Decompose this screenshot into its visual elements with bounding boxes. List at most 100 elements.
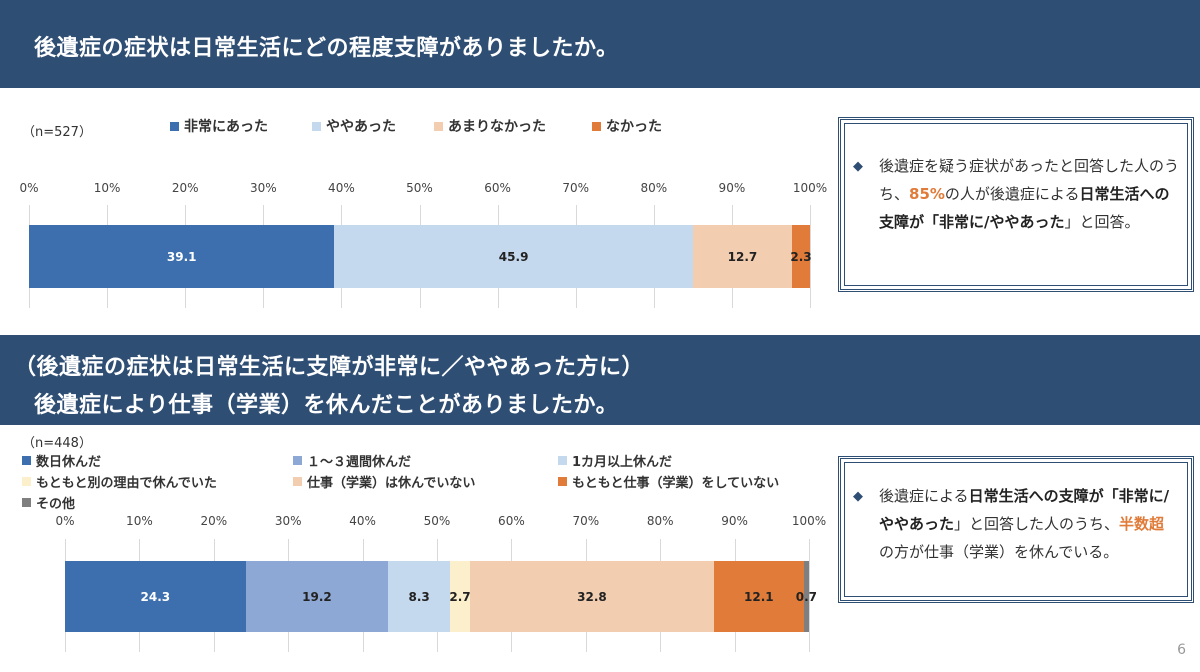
- section1-title: 後遺症の症状は日常生活にどの程度支障がありましたか。: [34, 36, 619, 61]
- x-tick-label: 40%: [349, 514, 376, 528]
- legend-item: 1カ月以上休んだ: [558, 451, 672, 470]
- legend-swatch: [312, 121, 321, 131]
- x-tick-label: 20%: [171, 181, 199, 195]
- bar-data-label: 19.2: [302, 589, 332, 604]
- legend-swatch: [22, 456, 31, 465]
- x-tick-label: 100%: [792, 181, 828, 195]
- section2-note-part2: 」と回答した人のうち、: [954, 515, 1120, 533]
- section1-banner: 後遺症の症状は日常生活にどの程度支障がありましたか。: [0, 0, 1200, 88]
- legend-swatch: [22, 477, 31, 486]
- legend-item: もともと別の理由で休んでいた: [22, 472, 217, 491]
- section2-note-part3: の方が仕事（学業）を休んでいる。: [879, 543, 1119, 561]
- bar-segment: [792, 225, 810, 288]
- legend-swatch: [434, 121, 443, 131]
- bar-segment: [65, 561, 246, 632]
- section2-note-bold: 日常生活への支障が「非常に/ややあった: [879, 487, 1170, 533]
- x-tick-label: 20%: [200, 514, 228, 528]
- legend-label: なかった: [606, 119, 662, 135]
- x-gridline: [810, 205, 811, 308]
- legend-label: もともと仕事（学業）をしていない: [572, 476, 780, 491]
- x-tick-label: 50%: [406, 181, 433, 195]
- section1-note-box-inner: [844, 123, 1188, 286]
- section1-note-part1: 後遺症を疑う症状があったと回答した人のうち、: [879, 157, 1180, 203]
- legend-label: 仕事（学業）は休んでいない: [307, 476, 476, 491]
- legend-item: 数日休んだ: [22, 451, 101, 470]
- legend-item: ややあった: [312, 116, 396, 136]
- x-tick-label: 80%: [646, 514, 674, 528]
- section2-stacked-bar: 24.3 19.2 8.3 2.7 32.8 12.1 0.7: [65, 561, 817, 632]
- x-tick-label: 0%: [55, 514, 75, 528]
- x-tick-label: 100%: [791, 514, 827, 528]
- legend-label: ややあった: [326, 119, 396, 135]
- bar-segment: [450, 561, 471, 632]
- legend-item: なかった: [592, 116, 662, 136]
- bar-segment: [803, 561, 809, 632]
- x-tick-label: 10%: [93, 181, 121, 195]
- x-tick-label: 30%: [274, 514, 302, 528]
- section1-note-text: 後遺症を疑う症状があったと回答した人のうち、85%の人が後遺症による日常生活への…: [879, 152, 1179, 236]
- bar-data-label: 39.1: [166, 249, 197, 264]
- section2-title-line2: 後遺症により仕事（学業）を休んだことがありましたか。: [34, 393, 619, 418]
- bar-segment: [692, 225, 793, 288]
- x-tick-label: 10%: [126, 514, 153, 528]
- diamond-bullet-icon: ◆: [853, 159, 863, 174]
- legend-item: その他: [22, 493, 75, 512]
- section1-note-highlight: 85%: [909, 185, 945, 203]
- legend-swatch: [22, 498, 31, 507]
- section1-stacked-bar: 39.1 45.9 12.7 2.3: [29, 225, 812, 288]
- bar-data-label: 8.3: [408, 589, 430, 604]
- bar-data-label: 12.1: [744, 589, 774, 604]
- legend-label: 数日休んだ: [36, 455, 102, 470]
- bar-data-label: 32.8: [577, 589, 607, 604]
- legend-label: 1カ月以上休んだ: [572, 455, 673, 470]
- section2-title-line1: （後遺症の症状は日常生活に支障が非常に／ややあった方に）: [14, 355, 645, 380]
- section1-note-bold: 日常生活への支障が「非常に/ややあった: [879, 185, 1170, 231]
- legend-swatch: [293, 456, 302, 465]
- section1-note-part2: の人が後遺症による: [944, 185, 1080, 203]
- x-tick-label: 70%: [572, 514, 600, 528]
- x-tick-label: 30%: [249, 181, 277, 195]
- bar-segment: [29, 225, 335, 288]
- legend-item: あまりなかった: [434, 116, 546, 136]
- legend-item: もともと仕事（学業）をしていない: [558, 472, 779, 491]
- bar-data-label: 0.7: [795, 589, 818, 604]
- legend-swatch: [558, 477, 567, 486]
- legend-label: あまりなかった: [448, 119, 546, 135]
- x-tick-label: 80%: [640, 181, 668, 195]
- legend-item: 非常にあった: [170, 116, 268, 136]
- legend-swatch: [558, 456, 567, 465]
- section2-n-label: （n=448）: [22, 436, 92, 451]
- legend-label: 非常にあった: [184, 119, 268, 135]
- x-tick-label: 60%: [498, 514, 525, 528]
- x-tick-label: 50%: [423, 514, 451, 528]
- legend-item: １～３週間休んだ: [293, 451, 411, 470]
- section2-note-box: ◆ 後遺症による日常生活への支障が「非常に/ややあった」と回答した人のうち、半数…: [838, 456, 1194, 603]
- bar-data-label: 12.7: [727, 249, 758, 264]
- x-tick-label: 90%: [721, 514, 748, 528]
- x-tick-label: 70%: [562, 181, 590, 195]
- bar-segment: [470, 561, 714, 632]
- x-tick-label: 40%: [328, 181, 355, 195]
- x-tick-label: 60%: [484, 181, 511, 195]
- section2-note-box-inner: [844, 462, 1188, 597]
- bar-segment: [334, 225, 693, 288]
- section1-n-label: （n=527）: [22, 125, 92, 140]
- legend-label: その他: [36, 497, 76, 512]
- bar-data-label: 45.9: [498, 249, 529, 264]
- legend-item: 仕事（学業）は休んでいない: [293, 472, 475, 491]
- legend-swatch: [293, 477, 302, 486]
- bar-segment: [713, 561, 804, 632]
- section2-note-highlight: 半数超: [1119, 515, 1165, 533]
- legend-swatch: [592, 121, 601, 131]
- section1-note-box: ◆ 後遺症を疑う症状があったと回答した人のうち、85%の人が後遺症による日常生活…: [838, 117, 1194, 292]
- bar-segment: [388, 561, 450, 632]
- bar-data-label: 2.3: [790, 249, 812, 264]
- x-tick-label: 0%: [19, 181, 39, 195]
- x-tick-label: 90%: [718, 181, 746, 195]
- diamond-bullet-icon: ◆: [853, 489, 863, 504]
- legend-label: もともと別の理由で休んでいた: [36, 476, 217, 491]
- page-number: 6: [1177, 642, 1186, 658]
- bar-data-label: 24.3: [140, 589, 171, 604]
- section2-note-part1: 後遺症による: [879, 487, 969, 505]
- section2-banner: （後遺症の症状は日常生活に支障が非常に／ややあった方に） 後遺症により仕事（学業…: [0, 335, 1200, 425]
